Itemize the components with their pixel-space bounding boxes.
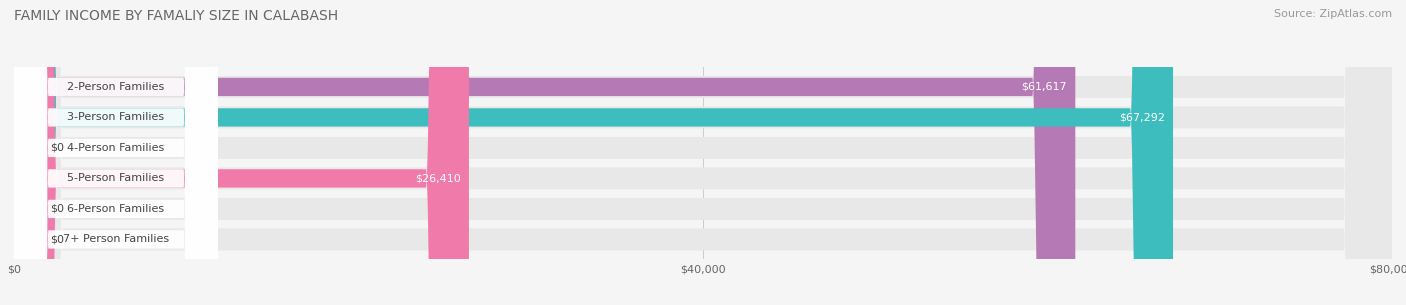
Text: 2-Person Families: 2-Person Families: [67, 82, 165, 92]
FancyBboxPatch shape: [14, 0, 1076, 305]
FancyBboxPatch shape: [14, 0, 1392, 305]
Text: 5-Person Families: 5-Person Families: [67, 174, 165, 183]
Text: $0: $0: [49, 204, 63, 214]
FancyBboxPatch shape: [14, 0, 218, 305]
FancyBboxPatch shape: [14, 0, 1392, 305]
Text: Source: ZipAtlas.com: Source: ZipAtlas.com: [1274, 9, 1392, 19]
Text: $61,617: $61,617: [1021, 82, 1067, 92]
FancyBboxPatch shape: [14, 0, 218, 305]
Text: FAMILY INCOME BY FAMALIY SIZE IN CALABASH: FAMILY INCOME BY FAMALIY SIZE IN CALABAS…: [14, 9, 339, 23]
FancyBboxPatch shape: [14, 0, 1392, 305]
Text: $0: $0: [49, 235, 63, 244]
FancyBboxPatch shape: [14, 0, 1173, 305]
FancyBboxPatch shape: [14, 0, 39, 305]
FancyBboxPatch shape: [14, 0, 470, 305]
FancyBboxPatch shape: [14, 0, 218, 305]
FancyBboxPatch shape: [14, 0, 1392, 305]
FancyBboxPatch shape: [14, 0, 39, 305]
FancyBboxPatch shape: [14, 0, 1392, 305]
FancyBboxPatch shape: [14, 0, 218, 305]
Text: 4-Person Families: 4-Person Families: [67, 143, 165, 153]
FancyBboxPatch shape: [14, 0, 218, 305]
Text: 6-Person Families: 6-Person Families: [67, 204, 165, 214]
FancyBboxPatch shape: [14, 0, 218, 305]
FancyBboxPatch shape: [14, 0, 1392, 305]
Text: 7+ Person Families: 7+ Person Families: [63, 235, 169, 244]
Text: $0: $0: [49, 143, 63, 153]
Text: $26,410: $26,410: [415, 174, 461, 183]
Text: $67,292: $67,292: [1119, 113, 1164, 122]
FancyBboxPatch shape: [14, 0, 39, 305]
Text: 3-Person Families: 3-Person Families: [67, 113, 165, 122]
